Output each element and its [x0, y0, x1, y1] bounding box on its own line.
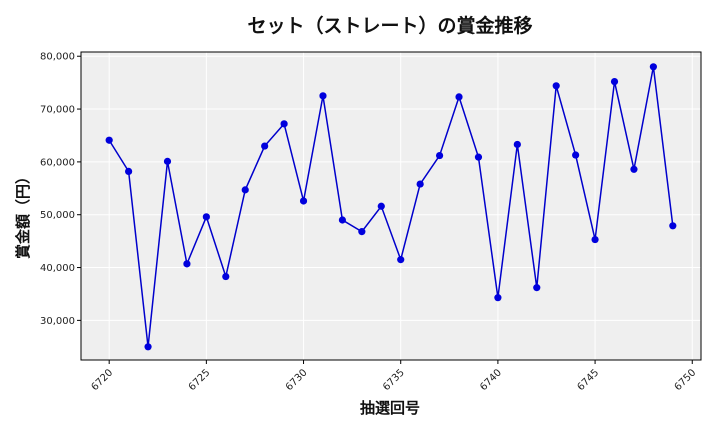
data-point — [649, 63, 657, 71]
series-line — [108, 66, 674, 347]
y-tick-label: 30,000 — [40, 316, 75, 327]
x-axis-label: 抽選回号 — [360, 399, 420, 417]
y-tick-label: 80,000 — [40, 52, 75, 63]
y-tick-label: 40,000 — [40, 263, 75, 274]
plot-frame — [80, 51, 702, 361]
data-point — [125, 167, 133, 175]
x-tick-label: 6750 — [673, 367, 699, 393]
data-point — [416, 180, 424, 188]
data-point — [358, 228, 366, 236]
data-point — [669, 222, 677, 230]
plot-area — [81, 52, 701, 360]
data-point — [202, 213, 210, 221]
data-layer — [105, 63, 677, 351]
data-point — [610, 77, 619, 86]
data-point — [105, 136, 113, 144]
y-tick-label: 50,000 — [40, 210, 75, 221]
data-point — [435, 151, 444, 160]
data-point — [280, 120, 288, 128]
data-point — [222, 272, 230, 281]
data-point — [261, 142, 269, 150]
data-point — [455, 93, 463, 101]
chart-title: セット（ストレート）の賞金推移 — [247, 14, 532, 37]
y-axis-label: 賞金額（円） — [14, 169, 32, 259]
y-tick-label: 60,000 — [40, 157, 75, 168]
x-tick-label: 6735 — [381, 367, 407, 393]
data-point — [319, 92, 327, 100]
data-point — [183, 260, 191, 268]
data-point — [144, 343, 152, 351]
data-point — [533, 284, 541, 292]
x-tick-label: 6740 — [478, 367, 504, 393]
data-point — [513, 140, 521, 149]
data-point — [377, 202, 385, 210]
data-point — [630, 165, 638, 173]
y-tick-label: 70,000 — [40, 105, 75, 116]
data-point — [591, 235, 599, 244]
data-point — [552, 82, 560, 90]
data-point — [299, 197, 308, 205]
x-tick-label: 6725 — [187, 367, 213, 393]
data-point — [494, 294, 502, 302]
x-tick-label: 6745 — [575, 367, 601, 393]
data-point — [338, 216, 347, 224]
data-point — [397, 256, 405, 264]
data-point — [572, 151, 580, 159]
data-point — [241, 186, 249, 194]
x-tick-label: 6730 — [284, 367, 310, 393]
x-tick-label: 6720 — [90, 367, 116, 393]
data-point — [163, 157, 172, 165]
data-point — [474, 153, 483, 161]
